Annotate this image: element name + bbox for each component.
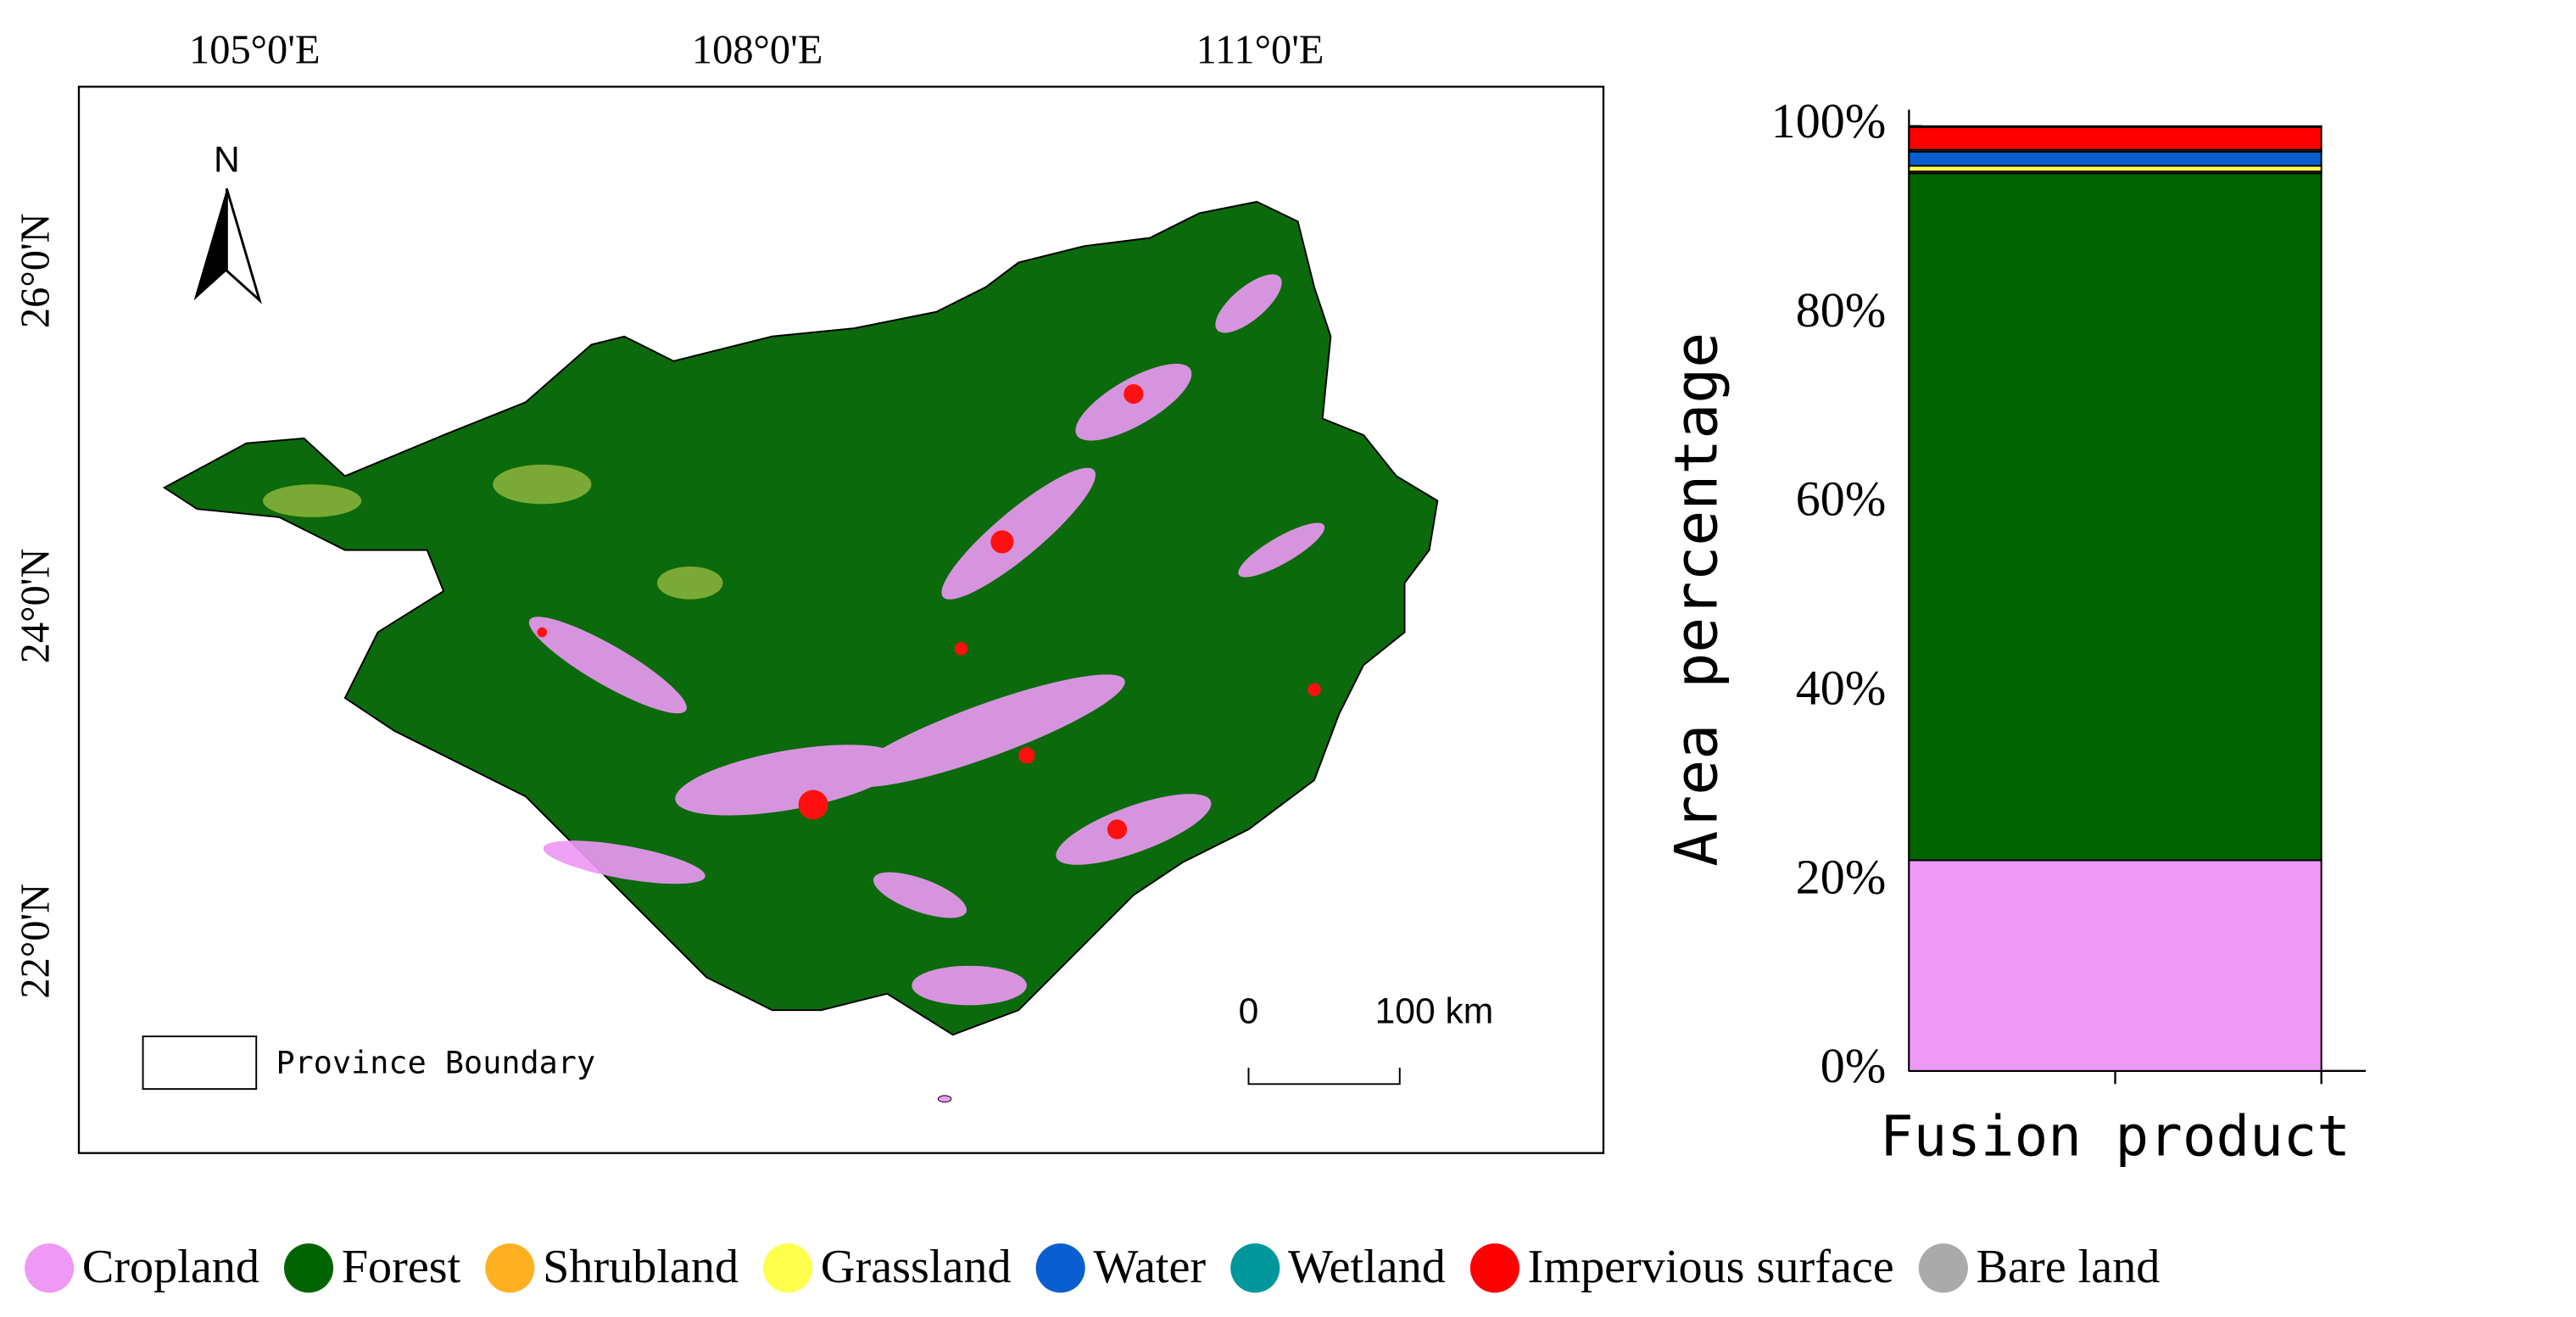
scale-bar <box>1247 1067 1401 1085</box>
bar-segment <box>1908 150 2322 167</box>
legend-label: Impervious surface <box>1528 1241 1894 1293</box>
lat-label: 22°0'N <box>14 884 59 999</box>
y-tick-label: 100% <box>1771 93 1887 148</box>
lat-label: 24°0'N <box>14 549 59 664</box>
lon-label: 111°0'E <box>1196 28 1324 73</box>
lon-label: 108°0'E <box>692 28 823 73</box>
legend-label: Cropland <box>82 1241 259 1293</box>
bar-segment <box>1908 859 2322 1072</box>
y-tick-label: 0% <box>1820 1038 1886 1093</box>
y-tick-label: 80% <box>1796 282 1887 338</box>
scale-label: 0 <box>1239 991 1259 1031</box>
bar-segment <box>1908 172 2322 862</box>
map-shape <box>162 200 1439 1103</box>
legend-label: Forest <box>342 1241 461 1293</box>
legend-swatch <box>1918 1243 1968 1293</box>
scale-label: 100 km <box>1375 991 1494 1031</box>
legend-swatch <box>1469 1243 1519 1293</box>
north-arrow <box>193 187 262 304</box>
legend-label: Bare land <box>1977 1241 2161 1293</box>
legend-label: Wetland <box>1288 1241 1446 1293</box>
map-legend-label: Province Boundary <box>276 1045 596 1081</box>
north-label: N <box>214 140 240 181</box>
legend-swatch <box>25 1243 75 1293</box>
y-tick-label: 60% <box>1796 472 1887 527</box>
legend-swatch <box>485 1243 535 1293</box>
legend-swatch <box>284 1243 334 1293</box>
legend-swatch <box>1230 1243 1280 1293</box>
x-tick-label: Fusion product <box>1880 1103 2350 1169</box>
y-axis-title: Area percentage <box>1662 332 1731 867</box>
legend-label: Shrubland <box>543 1241 739 1293</box>
bar-segment <box>1908 126 2322 151</box>
y-tick-label: 40% <box>1796 661 1887 716</box>
lat-label: 26°0'N <box>14 213 59 328</box>
bar-segment <box>1908 125 2322 128</box>
map-legend-swatch <box>142 1035 258 1091</box>
lon-label: 105°0'E <box>189 28 321 73</box>
legend-swatch <box>1035 1243 1085 1293</box>
bar-segment <box>1908 165 2322 173</box>
legend-swatch <box>763 1243 813 1293</box>
legend-label: Grassland <box>821 1241 1012 1293</box>
y-tick-label: 20% <box>1796 849 1887 904</box>
legend-label: Water <box>1093 1241 1206 1293</box>
